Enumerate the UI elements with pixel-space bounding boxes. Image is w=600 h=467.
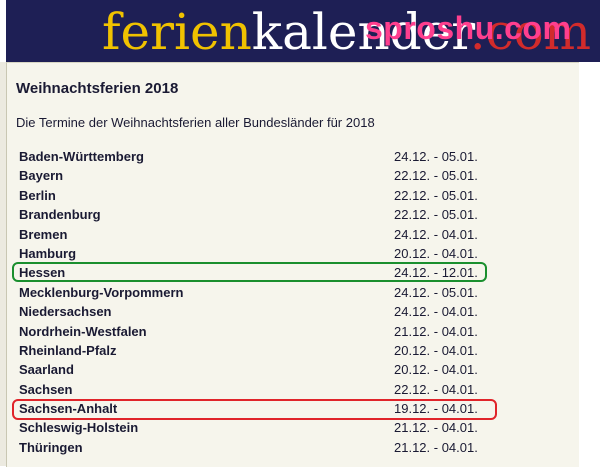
holiday-dates: 20.12. - 04.01. — [394, 342, 478, 358]
table-row: Baden-Württemberg 24.12. - 05.01. — [7, 147, 579, 166]
watermark: sproshu.com — [365, 10, 572, 46]
holiday-dates: 24.12. - 04.01. — [394, 304, 478, 320]
site-header: ferienkalender.com sproshu.com — [0, 0, 600, 62]
logo-part-ferien: ferien — [102, 3, 252, 61]
state-name: Thüringen — [19, 439, 83, 455]
table-row: Hessen 24.12. - 12.01. — [7, 263, 579, 282]
holiday-dates: 22.12. - 05.01. — [394, 168, 478, 184]
state-name: Baden-Württemberg — [19, 149, 144, 164]
holiday-dates: 21.12. - 04.01. — [394, 323, 478, 339]
right-margin — [579, 62, 600, 466]
site-logo[interactable]: ferienkalender.com — [102, 4, 591, 60]
logo-part-com: .com — [469, 3, 592, 61]
table-row: Brandenburg 22.12. - 05.01. — [7, 205, 579, 224]
header-edge — [0, 0, 6, 62]
holiday-dates: 20.12. - 04.01. — [394, 362, 478, 378]
holiday-dates: 20.12. - 04.01. — [394, 245, 478, 261]
table-row: Hamburg 20.12. - 04.01. — [7, 244, 579, 263]
state-name: Hessen — [19, 265, 66, 281]
state-name: Sachsen-Anhalt — [19, 401, 118, 417]
state-name: Sachsen — [19, 381, 73, 397]
page-subtitle: Die Termine der Weihnachtsferien aller B… — [16, 115, 375, 130]
highlight-hessen — [12, 262, 487, 282]
state-name: Bayern — [19, 168, 64, 184]
state-name: Niedersachsen — [19, 304, 112, 320]
table-row: Saarland 20.12. - 04.01. — [7, 360, 579, 379]
holiday-dates: 22.12. - 04.01. — [394, 381, 478, 397]
table-row: Rheinland-Pfalz 20.12. - 04.01. — [7, 341, 579, 360]
state-name: Hamburg — [19, 245, 77, 261]
holiday-table: Baden-Württemberg 24.12. - 05.01. Bayern… — [7, 147, 579, 457]
holiday-dates: 24.12. - 04.01. — [394, 226, 478, 242]
table-row: Sachsen 22.12. - 04.01. — [7, 380, 579, 399]
state-name: Nordrhein-Westfalen — [19, 323, 147, 339]
state-name: Saarland — [19, 362, 74, 378]
holiday-dates: 24.12. - 12.01. — [394, 265, 478, 281]
holiday-dates: 21.12. - 04.01. — [394, 439, 478, 455]
state-name: Brandenburg — [19, 207, 101, 223]
table-row: Berlin 22.12. - 05.01. — [7, 186, 579, 205]
holiday-dates: 22.12. - 05.01. — [394, 187, 478, 203]
state-name: Rheinland-Pfalz — [19, 342, 117, 358]
holiday-dates: 24.12. - 05.01. — [394, 284, 478, 300]
logo-part-kalender: kalender — [251, 3, 470, 61]
table-row: Mecklenburg-Vorpommern 24.12. - 05.01. — [7, 283, 579, 302]
table-row: Schleswig-Holstein 21.12. - 04.01. — [7, 418, 579, 437]
table-row: Bremen 24.12. - 04.01. — [7, 225, 579, 244]
holiday-dates: 21.12. - 04.01. — [394, 420, 478, 436]
table-row: Bayern 22.12. - 05.01. — [7, 166, 579, 185]
left-sidebar-strip — [0, 62, 6, 466]
state-name: Berlin — [19, 187, 56, 203]
table-row: Niedersachsen 24.12. - 04.01. — [7, 302, 579, 321]
content-panel: Weihnachtsferien 2018 Die Termine der We… — [6, 62, 579, 467]
page-title: Weihnachtsferien 2018 — [16, 80, 179, 97]
state-name: Mecklenburg-Vorpommern — [19, 284, 184, 300]
table-row: Sachsen-Anhalt 19.12. - 04.01. — [7, 399, 579, 418]
table-row: Thüringen 21.12. - 04.01. — [7, 438, 579, 457]
state-name: Schleswig-Holstein — [19, 420, 139, 436]
state-name: Bremen — [19, 226, 68, 242]
highlight-sachsen-anhalt — [12, 399, 497, 420]
table-row: Nordrhein-Westfalen 21.12. - 04.01. — [7, 322, 579, 341]
holiday-dates: 24.12. - 05.01. — [394, 149, 478, 164]
holiday-dates: 22.12. - 05.01. — [394, 207, 478, 223]
holiday-dates: 19.12. - 04.01. — [394, 401, 478, 417]
